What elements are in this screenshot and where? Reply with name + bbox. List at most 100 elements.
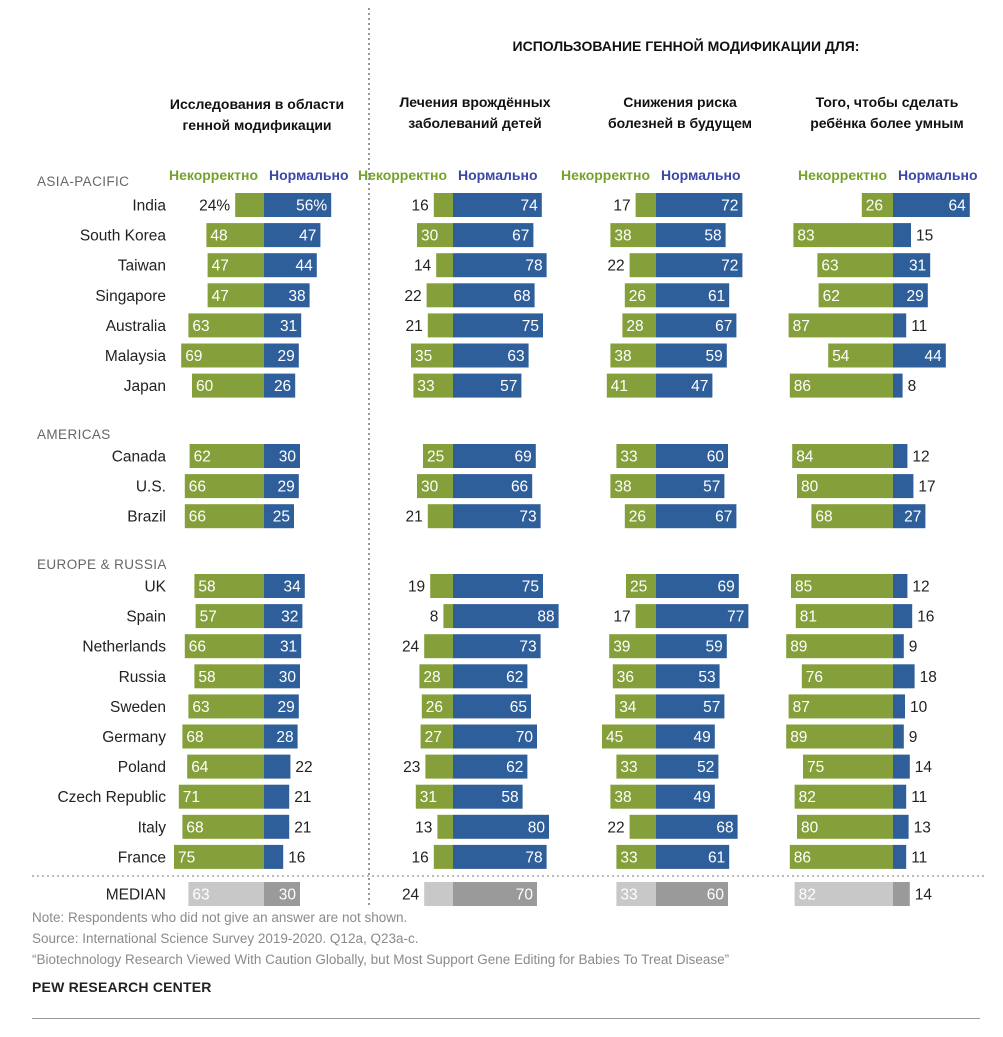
row-spain-bar-incorrect-3	[795, 604, 893, 629]
row-spain-bar-normal-3	[893, 604, 913, 629]
row-south-korea-bar-normal-0	[264, 223, 321, 248]
row-taiwan-value-normal-3: 31	[909, 258, 926, 275]
row-south-korea-bar-incorrect-1	[417, 223, 453, 248]
row-brazil-bar-incorrect-2	[624, 504, 656, 529]
row-brazil-value-normal-0: 25	[273, 509, 290, 526]
row-czech-republic-value-normal-0: 21	[294, 789, 311, 806]
row-taiwan-label: Taiwan	[118, 258, 166, 275]
row-canada-value-normal-0: 30	[279, 449, 297, 466]
median-bar-incorrect-3	[794, 882, 893, 906]
table-row: UK 58 34 19 75 25 69 85 12	[144, 574, 930, 598]
row-sweden-bar-incorrect-0	[188, 694, 264, 719]
row-south-korea-value-normal-2: 58	[704, 228, 721, 245]
row-india-bar-normal-3	[893, 193, 970, 217]
row-czech-republic-bar-incorrect-0	[178, 784, 264, 809]
row-canada-bar-normal-3	[893, 444, 908, 468]
row-sweden-label: Sweden	[110, 699, 166, 716]
table-row: Czech Republic 71 21 31 58 38 49 82 11	[57, 784, 927, 809]
row-russia-bar-normal-2	[656, 664, 720, 689]
row-uk-bar-incorrect-2	[626, 574, 656, 598]
row-japan-bar-normal-0	[264, 373, 296, 398]
row-taiwan-value-incorrect-0: 47	[212, 258, 229, 275]
row-italy-label: Italy	[138, 819, 167, 836]
median-value-incorrect-1: 24	[402, 887, 420, 904]
row-russia-value-normal-2: 53	[698, 669, 715, 686]
row-canada-bar-normal-2	[656, 444, 728, 468]
row-poland-bar-incorrect-1	[425, 754, 453, 779]
row-russia-value-incorrect-3: 76	[806, 669, 823, 686]
row-germany-bar-incorrect-2	[602, 724, 656, 749]
row-japan-bar-normal-3	[893, 373, 903, 398]
row-netherlands-value-incorrect-1: 24	[402, 639, 420, 656]
row-germany-value-normal-1: 70	[516, 729, 534, 746]
row-spain-value-normal-3: 16	[917, 609, 934, 626]
row-czech-republic-bar-normal-0	[264, 784, 290, 809]
row-australia-value-normal-0: 31	[280, 318, 297, 335]
row-singapore-bar-normal-0	[264, 283, 310, 308]
row-japan-bar-incorrect-1	[413, 373, 453, 398]
row-japan-value-incorrect-0: 60	[196, 378, 214, 395]
row-germany-value-normal-2: 49	[694, 729, 711, 746]
median-bar-incorrect-2	[616, 882, 656, 906]
row-brazil-bar-incorrect-3	[811, 504, 893, 529]
row-uk-bar-incorrect-3	[791, 574, 893, 598]
row-canada-bar-incorrect-1	[423, 444, 453, 468]
row-spain-bar-incorrect-1	[443, 604, 453, 629]
row-poland-label: Poland	[118, 759, 166, 776]
row-australia-value-incorrect-0: 63	[192, 318, 209, 335]
legend-incorrect-0: Некорректно	[169, 167, 258, 183]
row-singapore-value-normal-2: 61	[708, 288, 725, 305]
legend-incorrect-1: Некорректно	[358, 167, 447, 183]
row-malaysia-value-incorrect-0: 69	[185, 348, 202, 365]
row-germany-value-normal-0: 28	[276, 729, 293, 746]
row-u-s-bar-normal-1	[453, 474, 533, 499]
row-uk-bar-normal-1	[453, 574, 543, 598]
row-spain-bar-normal-2	[656, 604, 749, 629]
row-uk-value-incorrect-0: 58	[198, 579, 215, 596]
row-japan-value-normal-3: 8	[908, 378, 917, 395]
row-france-bar-incorrect-0	[174, 844, 264, 869]
row-france-value-normal-2: 61	[708, 849, 725, 866]
row-india-value-incorrect-3: 26	[866, 198, 883, 215]
row-australia-bar-incorrect-0	[188, 313, 264, 338]
row-italy-value-normal-2: 68	[716, 819, 733, 836]
row-italy-value-incorrect-0: 68	[186, 819, 203, 836]
row-germany-label: Germany	[102, 729, 166, 746]
row-malaysia-bar-incorrect-2	[610, 343, 656, 368]
row-taiwan-bar-normal-1	[453, 253, 547, 278]
table-row: Singapore 47 38 22 68 26 61 62 29	[95, 283, 928, 308]
row-netherlands-bar-normal-2	[656, 634, 727, 659]
row-russia-bar-incorrect-0	[194, 664, 264, 689]
median-bar-normal-0	[264, 882, 300, 906]
row-south-korea-bar-normal-3	[893, 223, 911, 248]
row-uk-value-normal-1: 75	[522, 579, 539, 596]
row-spain-value-normal-1: 88	[537, 609, 554, 626]
row-poland-bar-normal-2	[656, 754, 719, 779]
row-france-bar-incorrect-1	[433, 844, 453, 869]
row-spain-bar-incorrect-0	[195, 604, 264, 629]
row-poland-value-normal-1: 62	[506, 759, 523, 776]
row-brazil-value-incorrect-0: 66	[189, 509, 206, 526]
row-sweden-bar-incorrect-3	[788, 694, 893, 719]
row-south-korea-value-incorrect-0: 48	[210, 228, 227, 245]
row-malaysia-value-normal-0: 29	[278, 348, 295, 365]
row-poland-value-incorrect-2: 33	[620, 759, 637, 776]
row-netherlands-value-normal-2: 59	[706, 639, 723, 656]
row-singapore-bar-incorrect-1	[426, 283, 453, 308]
row-netherlands-value-incorrect-3: 89	[790, 639, 807, 656]
row-uk-value-incorrect-2: 25	[630, 579, 647, 596]
row-italy-value-normal-3: 13	[914, 819, 931, 836]
row-australia-bar-normal-0	[264, 313, 302, 338]
row-russia-value-normal-0: 30	[279, 669, 297, 686]
row-uk-value-normal-2: 69	[718, 579, 735, 596]
row-france-bar-normal-1	[453, 844, 547, 869]
row-sweden-value-normal-2: 57	[703, 699, 720, 716]
median-value-normal-1: 70	[516, 887, 534, 904]
row-india-bar-normal-0	[264, 193, 332, 217]
row-germany-value-incorrect-3: 89	[790, 729, 807, 746]
panel-title-research-line2: генной модификации	[182, 117, 331, 133]
row-japan-label: Japan	[124, 378, 166, 395]
row-poland-bar-incorrect-3	[803, 754, 893, 779]
row-japan-bar-incorrect-2	[606, 373, 656, 398]
table-row: India 24% 56% 16 74 17 72 26 64	[132, 193, 970, 217]
